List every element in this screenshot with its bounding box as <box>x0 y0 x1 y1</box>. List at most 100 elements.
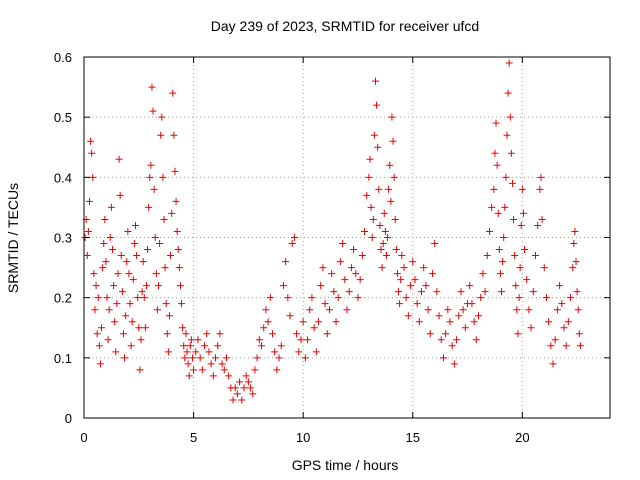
data-point <box>89 173 97 181</box>
data-point <box>169 89 177 97</box>
data-point <box>135 324 143 332</box>
data-point <box>499 258 507 266</box>
data-point <box>381 227 389 235</box>
data-point <box>249 390 257 398</box>
data-point <box>133 252 141 260</box>
data-point <box>382 252 390 260</box>
data-point <box>534 221 542 229</box>
data-point <box>201 342 209 350</box>
data-point <box>413 300 421 308</box>
data-point <box>209 372 217 380</box>
data-point <box>402 294 410 302</box>
data-point <box>147 161 155 169</box>
data-point <box>167 252 175 260</box>
data-point <box>112 348 120 356</box>
data-point <box>527 324 535 332</box>
data-point <box>162 300 170 308</box>
data-point <box>553 306 561 314</box>
y-tick-label: 0.3 <box>54 231 72 246</box>
data-point <box>282 258 290 266</box>
data-point <box>422 282 430 290</box>
data-point <box>388 113 396 121</box>
data-point <box>107 203 115 211</box>
data-point <box>450 360 458 368</box>
data-point <box>560 324 568 332</box>
data-point <box>506 113 514 121</box>
data-point <box>461 324 469 332</box>
data-point <box>136 366 144 374</box>
data-point <box>380 209 388 217</box>
data-point <box>490 185 498 193</box>
y-tick-label: 0.5 <box>54 110 72 125</box>
data-point <box>384 234 392 241</box>
data-point <box>455 312 463 320</box>
data-point <box>277 342 285 350</box>
data-point <box>242 372 250 380</box>
x-tick-label: 20 <box>515 430 529 445</box>
data-point <box>104 336 112 344</box>
data-point <box>94 294 102 302</box>
data-point <box>365 173 373 181</box>
data-point <box>391 215 399 223</box>
data-point <box>376 221 384 229</box>
axes: 0 5 10 15 20 0 0.1 0.2 0.3 0.4 0.5 0.6 <box>54 50 610 445</box>
data-point <box>315 318 323 326</box>
data-point <box>492 119 500 127</box>
data-point <box>542 294 550 302</box>
data-point <box>172 197 180 205</box>
data-point <box>573 288 581 296</box>
data-point <box>379 240 387 248</box>
data-point <box>562 342 570 350</box>
data-point <box>93 330 101 338</box>
data-point <box>572 258 580 266</box>
data-point <box>262 306 270 314</box>
data-point <box>171 167 179 175</box>
data-point <box>345 288 353 296</box>
data-point <box>188 354 196 362</box>
data-point <box>369 215 377 223</box>
data-point <box>390 173 398 181</box>
x-tick-label: 5 <box>190 430 197 445</box>
data-point <box>118 288 126 296</box>
data-point <box>389 137 397 145</box>
data-point <box>466 282 474 290</box>
data-point <box>240 384 248 392</box>
data-point <box>538 215 546 223</box>
data-point <box>268 330 276 338</box>
data-point <box>290 234 298 241</box>
data-point <box>295 348 303 356</box>
data-point <box>205 348 213 356</box>
data-point <box>222 354 230 362</box>
data-point <box>453 336 461 344</box>
data-point <box>225 372 233 380</box>
data-point <box>477 294 485 302</box>
data-point <box>178 300 186 308</box>
data-point <box>343 306 351 314</box>
data-point <box>101 215 109 223</box>
data-point <box>129 276 137 284</box>
data-point <box>574 306 582 314</box>
data-point <box>363 191 371 199</box>
data-point <box>494 209 502 217</box>
data-point <box>439 354 447 362</box>
data-point <box>411 276 419 284</box>
data-point <box>148 83 156 91</box>
data-point <box>176 282 184 290</box>
data-point <box>354 294 362 302</box>
data-point <box>130 240 138 248</box>
data-point <box>444 306 452 314</box>
data-point <box>511 252 519 260</box>
data-point <box>537 173 545 181</box>
data-point <box>378 264 386 272</box>
data-point <box>393 270 401 278</box>
data-point <box>510 215 518 223</box>
data-point <box>397 276 405 284</box>
data-point <box>481 288 489 296</box>
data-point <box>160 215 168 223</box>
data-point <box>108 246 116 254</box>
data-point <box>491 149 499 157</box>
data-point <box>187 336 195 344</box>
data-point <box>513 306 521 314</box>
data-point <box>304 336 312 344</box>
